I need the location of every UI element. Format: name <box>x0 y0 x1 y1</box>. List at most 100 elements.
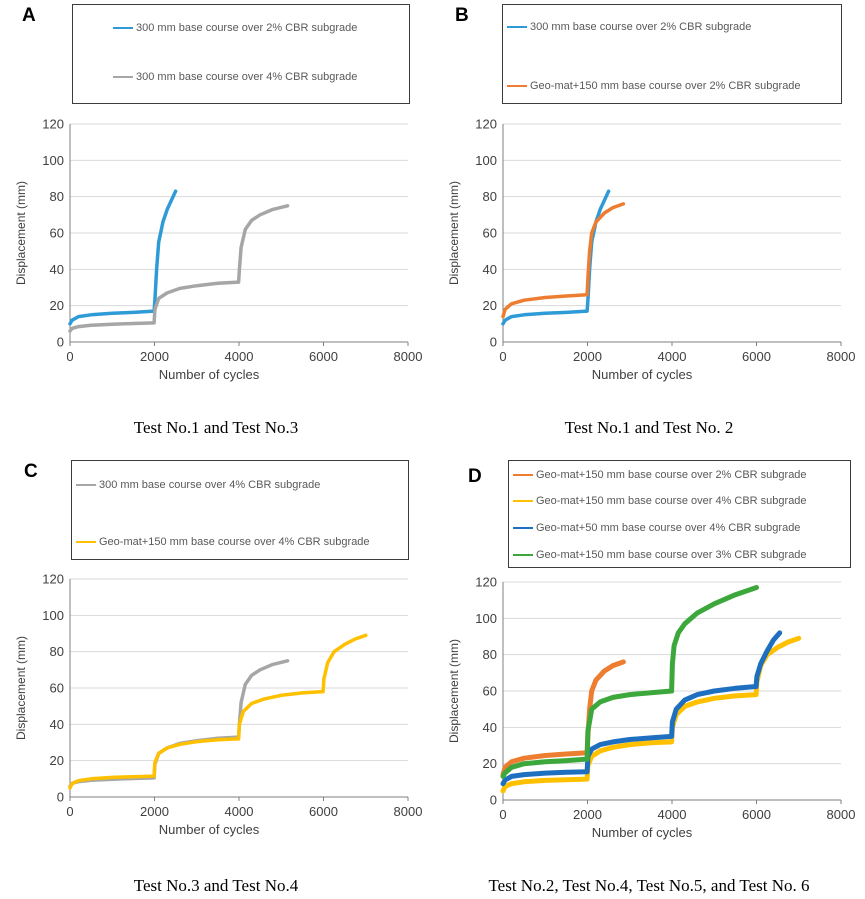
series-line <box>500 659 626 778</box>
y-axis-label: Displacement (mm) <box>447 639 461 743</box>
x-tick-label: 8000 <box>394 349 423 364</box>
legend-label: Geo-mat+150 mm base course over 4% CBR s… <box>536 495 807 507</box>
legend-label: 300 mm base course over 4% CBR subgrade <box>99 479 321 491</box>
chart-caption: Test No.1 and Test No.3 <box>133 418 299 437</box>
y-tick-label: 80 <box>50 644 64 659</box>
series-line <box>500 635 802 794</box>
panel-label: A <box>22 5 36 26</box>
legend-swatch <box>513 500 533 502</box>
chart-caption: Test No.1 and Test No. 2 <box>564 418 734 437</box>
legend-swatch <box>513 474 533 476</box>
y-tick-label: 60 <box>50 681 64 696</box>
x-tick-label: 8000 <box>827 349 856 364</box>
y-tick-label: 0 <box>490 793 497 808</box>
legend-swatch <box>76 541 96 543</box>
legend-entry: 300 mm base course over 4% CBR subgrade <box>76 479 320 491</box>
legend-label: 300 mm base course over 2% CBR subgrade <box>136 22 358 34</box>
y-tick-label: 40 <box>483 720 497 735</box>
y-tick-label: 20 <box>50 298 64 313</box>
x-tick-label: 4000 <box>225 349 254 364</box>
y-tick-label: 80 <box>50 189 64 204</box>
legend: 300 mm base course over 2% CBR subgrade … <box>502 4 842 104</box>
y-axis-label: Displacement (mm) <box>14 181 28 285</box>
x-tick-label: 4000 <box>225 804 254 819</box>
panel-a: A 300 mm base course over 2% CBR subgrad… <box>0 0 432 450</box>
panel-label: C <box>24 461 38 482</box>
chart-d: 0 20 40 60 80 100 120 0 2000 4000 6000 8000 Number o… <box>447 575 856 841</box>
series-line <box>501 202 626 319</box>
y-tick-label: 100 <box>475 611 497 626</box>
legend-swatch <box>76 484 96 486</box>
series-line <box>68 659 290 788</box>
legend-swatch <box>513 554 533 556</box>
y-tick-label: 60 <box>483 226 497 241</box>
x-tick-label: 8000 <box>827 807 856 822</box>
series-line <box>500 585 759 779</box>
y-tick-label: 20 <box>483 756 497 771</box>
legend: 300 mm base course over 4% CBR subgrade … <box>71 460 409 560</box>
legend-swatch <box>507 26 527 28</box>
x-tick-label: 0 <box>66 804 73 819</box>
x-tick-label: 6000 <box>742 349 771 364</box>
x-tick-label: 2000 <box>573 807 602 822</box>
y-axis-label: Displacement (mm) <box>14 636 28 740</box>
panel-d: D Geo-mat+150 mm base course over 2% CBR… <box>433 455 865 899</box>
x-tick-label: 6000 <box>309 804 338 819</box>
x-axis-label: Number of cycles <box>592 825 693 840</box>
y-tick-label: 60 <box>483 684 497 699</box>
y-tick-label: 40 <box>50 717 64 732</box>
y-tick-label: 0 <box>57 335 64 350</box>
y-tick-label: 0 <box>57 790 64 805</box>
legend-entry: Geo-mat+150 mm base course over 4% CBR s… <box>513 495 807 507</box>
legend-entry: 300 mm base course over 2% CBR subgrade <box>113 22 357 34</box>
panel-label: D <box>468 466 482 487</box>
y-tick-label: 120 <box>42 572 64 587</box>
legend-entry: Geo-mat+50 mm base course over 4% CBR su… <box>513 522 800 534</box>
y-tick-label: 100 <box>42 608 64 623</box>
legend-label: 300 mm base course over 2% CBR subgrade <box>530 21 752 33</box>
x-tick-label: 2000 <box>140 804 169 819</box>
y-tick-label: 60 <box>50 226 64 241</box>
x-tick-label: 8000 <box>394 804 423 819</box>
x-tick-label: 2000 <box>140 349 169 364</box>
x-tick-label: 6000 <box>309 349 338 364</box>
legend-label: Geo-mat+150 mm base course over 2% CBR s… <box>536 469 807 481</box>
y-tick-label: 120 <box>42 117 64 132</box>
y-tick-label: 80 <box>483 647 497 662</box>
y-tick-label: 40 <box>483 262 497 277</box>
y-tick-label: 100 <box>475 153 497 168</box>
legend-swatch <box>507 85 527 87</box>
chart-b: 0 20 40 60 80 100 120 0 2000 4000 6000 8000 Number o… <box>447 117 856 383</box>
series-line <box>68 189 178 326</box>
chart-caption: Test No.2, Test No.4, Test No.5, and Tes… <box>488 876 810 895</box>
series-line <box>68 633 368 790</box>
x-axis-label: Number of cycles <box>159 367 260 382</box>
legend-label: 300 mm base course over 4% CBR subgrade <box>136 71 358 83</box>
x-tick-label: 4000 <box>658 807 687 822</box>
legend-label: Geo-mat+150 mm base course over 3% CBR s… <box>536 549 807 561</box>
legend-entry: 300 mm base course over 4% CBR subgrade <box>113 71 357 83</box>
y-tick-label: 120 <box>475 117 497 132</box>
chart-c: 0 20 40 60 80 100 120 0 2000 4000 6000 8000 Number o… <box>14 572 423 838</box>
x-tick-label: 2000 <box>573 349 602 364</box>
y-axis-label: Displacement (mm) <box>447 181 461 285</box>
y-tick-label: 40 <box>50 262 64 277</box>
series-line <box>500 630 783 787</box>
x-axis-label: Number of cycles <box>159 822 260 837</box>
x-axis-label: Number of cycles <box>592 367 693 382</box>
legend-swatch <box>113 76 133 78</box>
legend-entry: Geo-mat+150 mm base course over 2% CBR s… <box>507 80 801 92</box>
legend-entry: Geo-mat+150 mm base course over 4% CBR s… <box>76 536 370 548</box>
legend-label: Geo-mat+50 mm base course over 4% CBR su… <box>536 522 801 534</box>
legend: Geo-mat+150 mm base course over 2% CBR s… <box>508 460 851 568</box>
y-tick-label: 20 <box>50 753 64 768</box>
panel-b: B 300 mm base course over 2% CBR subgrad… <box>433 0 865 450</box>
legend-entry: Geo-mat+150 mm base course over 2% CBR s… <box>513 469 807 481</box>
y-tick-label: 20 <box>483 298 497 313</box>
chart-a: 0 20 40 60 80 100 120 0 2000 4000 6000 8000 Number o… <box>14 117 423 383</box>
chart-caption: Test No.3 and Test No.4 <box>133 876 299 895</box>
x-tick-label: 0 <box>66 349 73 364</box>
panel-label: B <box>455 5 469 26</box>
legend-label: Geo-mat+150 mm base course over 4% CBR s… <box>99 536 370 548</box>
y-tick-label: 120 <box>475 575 497 590</box>
